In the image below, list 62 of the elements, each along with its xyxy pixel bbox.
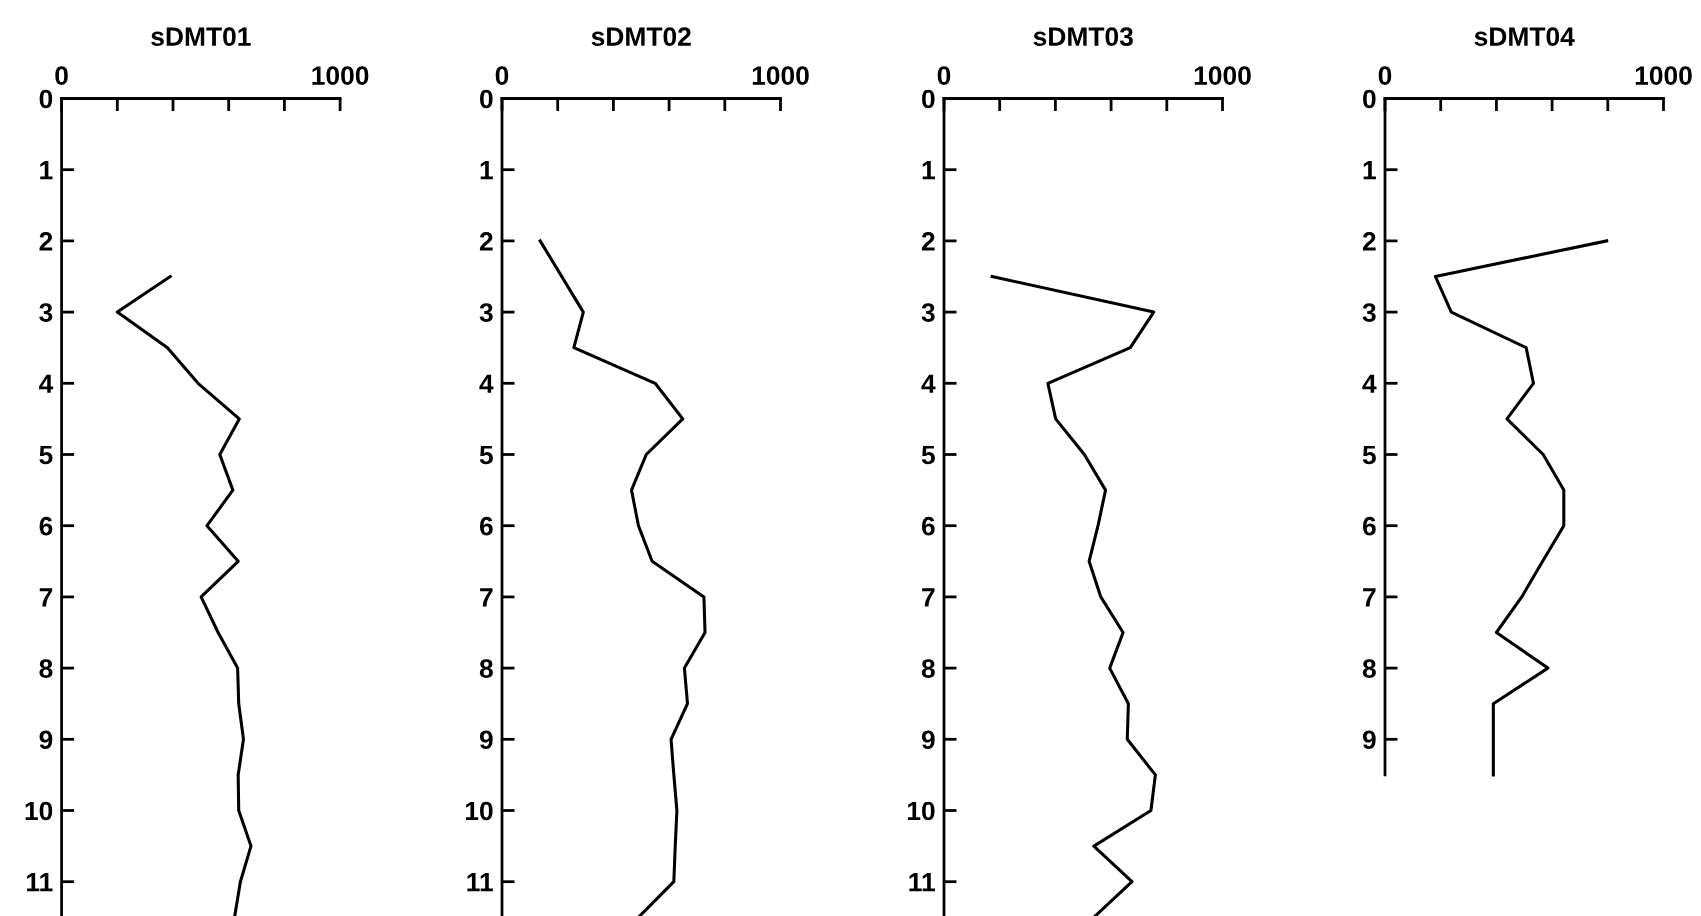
- line-series: [538, 239, 707, 916]
- y-tick-label: 4: [38, 374, 54, 393]
- x-tick-label: 1000: [1194, 66, 1251, 85]
- y-tick-label: 5: [39, 445, 53, 465]
- y-tick-label: 11: [909, 873, 935, 892]
- y-tick-label: 0: [1363, 89, 1376, 109]
- y-tick-label: 3: [39, 303, 53, 322]
- y-tick-label: 6: [921, 516, 935, 536]
- y-tick-label: 10: [465, 801, 493, 821]
- y-tick-label: 9: [1362, 730, 1376, 750]
- y-tick-label: 3: [479, 303, 493, 322]
- y-tick-label: 1: [922, 161, 935, 180]
- chart-title: sDMT02: [591, 27, 691, 46]
- y-tick-label: 7: [922, 588, 935, 607]
- y-tick-label: 5: [1362, 445, 1376, 465]
- y-tick-label: 10: [907, 801, 935, 821]
- y-tick-label: 3: [921, 303, 935, 322]
- y-tick-label: 9: [479, 730, 493, 750]
- line-series: [990, 274, 1157, 916]
- y-tick-label: 0: [39, 89, 53, 109]
- y-tick-label: 7: [1363, 588, 1376, 607]
- y-tick-label: 11: [27, 873, 53, 892]
- y-tick-label: 8: [39, 659, 53, 678]
- y-tick-label: 7: [480, 588, 493, 607]
- line-series: [1433, 239, 1609, 777]
- y-tick-label: 0: [922, 89, 935, 109]
- line-series: [115, 274, 253, 916]
- y-tick-label: 4: [921, 374, 936, 393]
- y-tick-label: 1: [40, 161, 53, 180]
- y-tick-label: 8: [921, 659, 935, 678]
- y-tick-label: 1: [1363, 161, 1376, 180]
- y-tick-label: 9: [921, 730, 935, 750]
- chart-title: sDMT04: [1474, 27, 1575, 46]
- y-tick-label: 3: [1362, 303, 1376, 322]
- y-tick-label: 8: [479, 659, 493, 678]
- y-tick-label: 6: [479, 516, 493, 536]
- y-tick-label: 2: [1362, 232, 1376, 251]
- y-tick-label: 9: [39, 730, 53, 750]
- x-tick-label: 1000: [752, 66, 809, 85]
- x-tick-label: 1000: [312, 66, 369, 85]
- y-tick-label: 8: [1362, 659, 1376, 678]
- y-tick-label: 6: [1362, 516, 1376, 536]
- x-tick-label: 1000: [1635, 66, 1692, 85]
- chart-title: sDMT01: [151, 27, 251, 46]
- x-tick-label: 0: [1378, 66, 1392, 85]
- y-tick-label: 2: [479, 232, 493, 251]
- y-tick-label: 1: [480, 161, 493, 180]
- y-tick-label: 6: [39, 516, 53, 536]
- y-tick-label: 2: [39, 232, 53, 251]
- y-tick-label: 5: [921, 445, 935, 465]
- x-tick-label: 0: [55, 66, 68, 85]
- y-tick-label: 11: [467, 873, 493, 892]
- y-tick-label: 4: [1362, 374, 1377, 393]
- y-tick-label: 5: [479, 445, 493, 465]
- x-tick-label: 0: [495, 66, 509, 85]
- y-tick-label: 0: [480, 89, 493, 109]
- x-tick-label: 0: [937, 66, 951, 85]
- y-tick-label: 10: [25, 801, 53, 821]
- y-tick-label: 2: [921, 232, 935, 251]
- y-tick-label: 7: [39, 588, 53, 607]
- chart-title: sDMT03: [1033, 27, 1133, 47]
- y-tick-label: 4: [479, 374, 494, 393]
